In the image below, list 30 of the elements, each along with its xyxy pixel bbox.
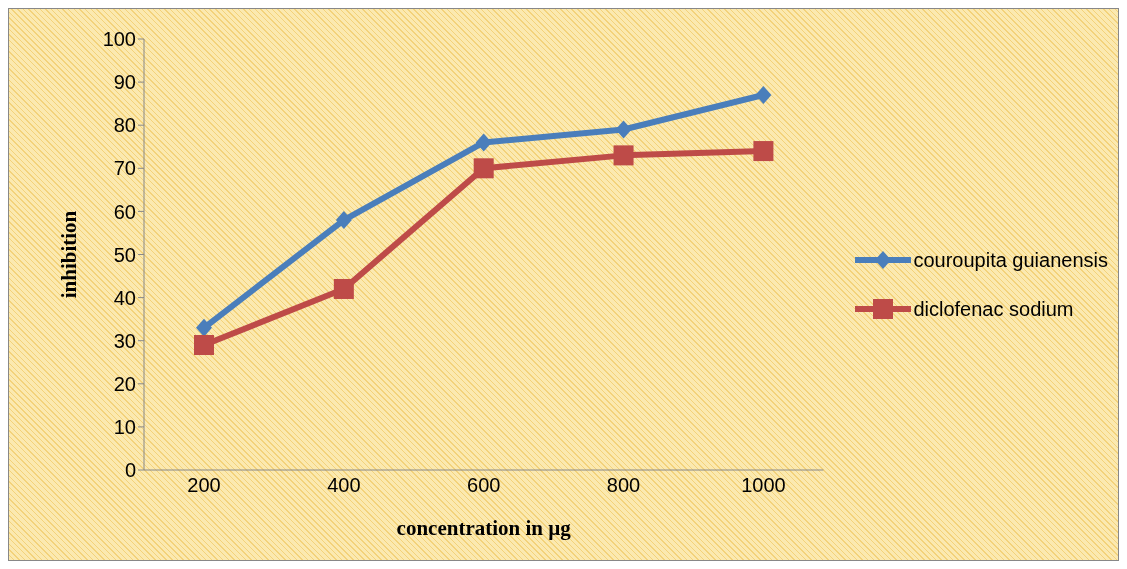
point <box>615 120 632 139</box>
point <box>475 133 492 152</box>
point <box>333 278 354 299</box>
y-tick-label: 40 <box>113 286 136 309</box>
y-tick-label: 90 <box>113 71 136 94</box>
x-tick-label: 400 <box>327 474 361 497</box>
point <box>335 211 352 230</box>
y-tick-label: 10 <box>113 416 136 438</box>
y-tick-label: 60 <box>113 200 136 223</box>
x-tick-label: 800 <box>606 474 641 497</box>
y-tick-label: 80 <box>113 114 136 137</box>
point <box>194 335 214 356</box>
point <box>196 318 212 337</box>
x-tick-label: 600 <box>467 474 501 497</box>
y-tick-label: 30 <box>113 329 136 352</box>
y-tick-label: 0 <box>124 459 136 482</box>
y-tick-label: 20 <box>113 372 136 395</box>
y-tick-label: 70 <box>113 157 136 180</box>
point <box>753 141 774 162</box>
x-axis-title: concentration in µg <box>396 516 572 540</box>
y-axis-title: inhibition <box>57 210 82 299</box>
y-tick-label: 50 <box>113 243 136 266</box>
legend-label: diclofenac sodium <box>913 297 1074 321</box>
point <box>473 158 494 179</box>
y-tick-label: 100 <box>102 28 136 51</box>
point <box>613 145 634 166</box>
x-tick-label: 200 <box>187 474 221 497</box>
legend-label: couroupita guianensis <box>913 248 1108 272</box>
x-tick-label: 1000 <box>741 474 786 497</box>
point <box>755 86 772 105</box>
